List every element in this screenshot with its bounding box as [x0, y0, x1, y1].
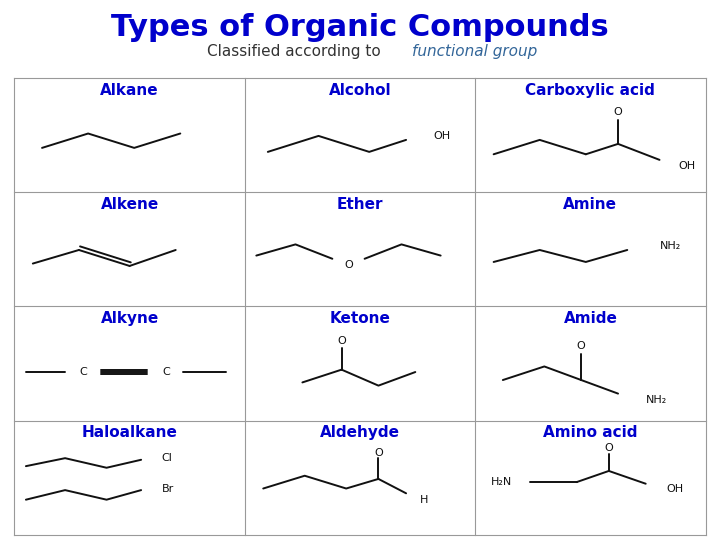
Text: NH₂: NH₂: [660, 241, 681, 251]
Text: O: O: [344, 260, 353, 270]
Text: OH: OH: [678, 161, 695, 171]
Text: Cl: Cl: [162, 453, 173, 463]
Text: C: C: [163, 367, 171, 377]
Text: NH₂: NH₂: [646, 395, 667, 405]
Text: Alcohol: Alcohol: [329, 83, 391, 98]
Text: O: O: [613, 107, 622, 117]
Text: Amino acid: Amino acid: [543, 425, 638, 440]
Text: Ether: Ether: [337, 197, 383, 212]
Text: H₂N: H₂N: [491, 477, 513, 487]
Text: O: O: [337, 336, 346, 346]
Text: Alkene: Alkene: [101, 197, 158, 212]
Text: Alkane: Alkane: [100, 83, 159, 98]
Text: Aldehyde: Aldehyde: [320, 425, 400, 440]
Text: Amine: Amine: [564, 197, 618, 212]
Text: Haloalkane: Haloalkane: [81, 425, 178, 440]
Text: Types of Organic Compounds: Types of Organic Compounds: [111, 14, 609, 43]
Text: Alkyne: Alkyne: [101, 311, 158, 326]
Text: Classified according to functional group: Classified according to functional group: [208, 44, 512, 59]
Text: Classified according to: Classified according to: [207, 44, 385, 59]
Text: functional group: functional group: [412, 44, 537, 59]
Text: Amide: Amide: [564, 311, 617, 326]
Text: C: C: [80, 367, 87, 377]
Text: OH: OH: [433, 131, 451, 141]
Text: Ketone: Ketone: [330, 311, 390, 326]
Text: O: O: [374, 448, 383, 457]
Text: O: O: [605, 443, 613, 453]
Text: Carboxylic acid: Carboxylic acid: [526, 83, 655, 98]
Text: OH: OH: [667, 483, 683, 494]
Text: O: O: [577, 341, 585, 350]
Text: Br: Br: [162, 483, 174, 494]
Text: H: H: [420, 495, 428, 505]
